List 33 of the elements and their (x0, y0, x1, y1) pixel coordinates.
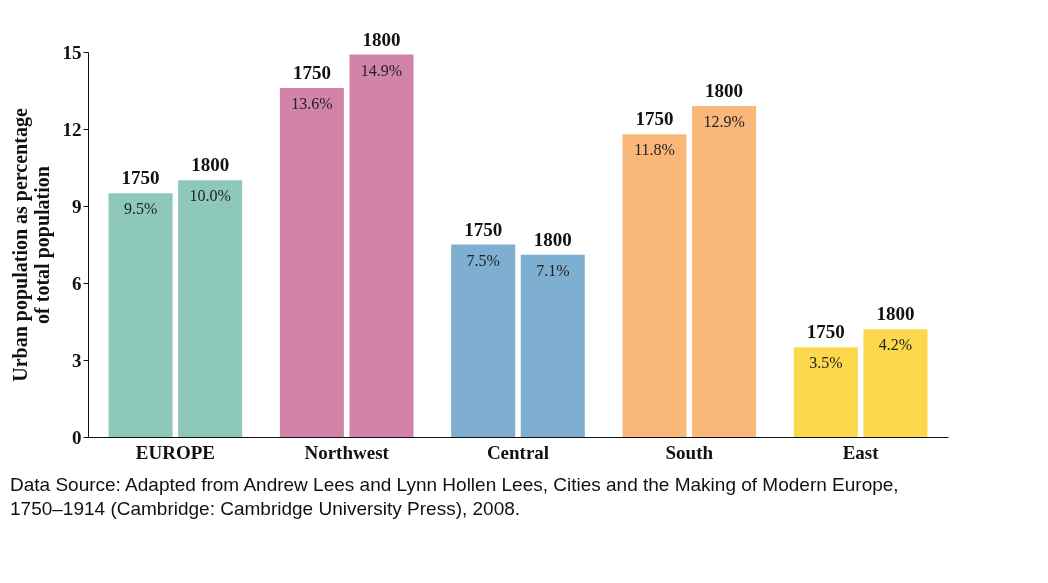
data-label: 13.6% (291, 94, 333, 112)
text: 1750 (292, 61, 331, 83)
data-label: 12.9% (703, 112, 745, 130)
text: 1750 (635, 108, 674, 130)
data-label: 11.8% (634, 141, 675, 159)
data-label: 9.5% (123, 200, 158, 218)
text: 1800 (876, 303, 915, 325)
x-tick-label: Central (486, 441, 550, 463)
x-tick-label: Northwest (304, 441, 390, 463)
y-axis-title: Urban population as percentage of total population (8, 108, 54, 382)
data-label: 4.2% (878, 336, 913, 354)
text: 1800 (533, 228, 572, 250)
text: 1750 (806, 321, 845, 343)
y-tick-label: 15 (62, 41, 82, 63)
y-tick-label: 12 (62, 118, 82, 140)
x-tick-label: East (842, 441, 880, 463)
text: 1800 (362, 28, 401, 50)
x-tick-label: South (665, 441, 714, 463)
y-tick-label: 0 (72, 426, 82, 448)
series-label: 1800 (191, 154, 230, 176)
text: 1800 (705, 79, 744, 101)
data-label: 7.5% (466, 251, 500, 269)
y-tick-label: 6 (72, 272, 82, 294)
y-tick-label: 3 (72, 349, 82, 371)
text: 1750 (464, 218, 503, 240)
source-note: Data Source: Adapted from Andrew Lees and Lynn Hollen Lees, Cities and the Making of Modern Europe, 1750–1914 (Cambridge: Cambridge University Press), 2008. (10, 474, 899, 519)
y-tick-label: 9 (72, 195, 82, 217)
data-label: 3.5% (809, 354, 843, 372)
series-label: 1750 (121, 167, 160, 189)
x-tick-label: EUROPE (135, 441, 215, 463)
data-label: 7.1% (536, 261, 570, 279)
data-label: 14.9% (360, 61, 403, 79)
data-label: 10.0% (189, 187, 231, 205)
